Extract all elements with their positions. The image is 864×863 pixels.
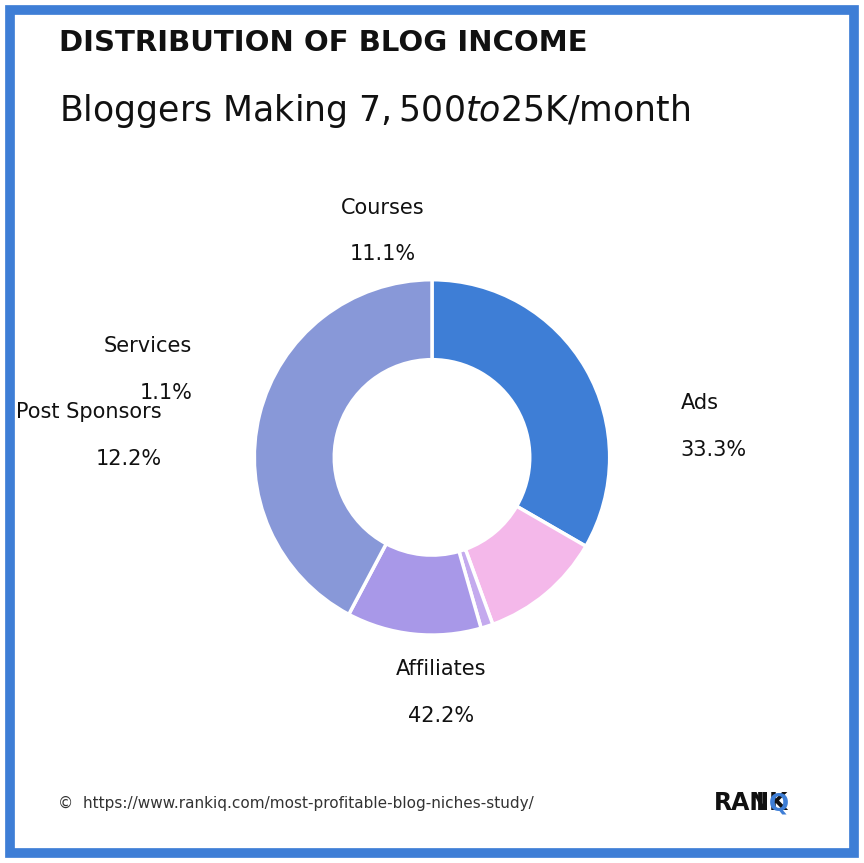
Text: 42.2%: 42.2% bbox=[408, 706, 474, 726]
Wedge shape bbox=[432, 280, 610, 546]
Wedge shape bbox=[254, 280, 432, 614]
Text: 33.3%: 33.3% bbox=[681, 439, 746, 460]
Wedge shape bbox=[466, 507, 586, 624]
Text: 1.1%: 1.1% bbox=[139, 383, 192, 403]
Wedge shape bbox=[459, 549, 492, 628]
Text: Affiliates: Affiliates bbox=[396, 659, 486, 679]
Text: Q: Q bbox=[769, 791, 789, 816]
Text: Services: Services bbox=[104, 336, 192, 356]
Text: Bloggers Making $7,500 to $25K/month: Bloggers Making $7,500 to $25K/month bbox=[59, 92, 690, 130]
Text: I: I bbox=[756, 791, 765, 816]
Text: RANK: RANK bbox=[714, 791, 788, 816]
Wedge shape bbox=[349, 544, 481, 635]
Text: ©  https://www.rankiq.com/most-profitable-blog-niches-study/: © https://www.rankiq.com/most-profitable… bbox=[59, 796, 534, 811]
Text: DISTRIBUTION OF BLOG INCOME: DISTRIBUTION OF BLOG INCOME bbox=[59, 28, 588, 57]
Text: Post Sponsors: Post Sponsors bbox=[16, 402, 162, 422]
Text: 12.2%: 12.2% bbox=[96, 449, 162, 469]
Text: Courses: Courses bbox=[340, 198, 424, 217]
Text: Ads: Ads bbox=[681, 393, 719, 413]
Text: 11.1%: 11.1% bbox=[349, 244, 416, 264]
